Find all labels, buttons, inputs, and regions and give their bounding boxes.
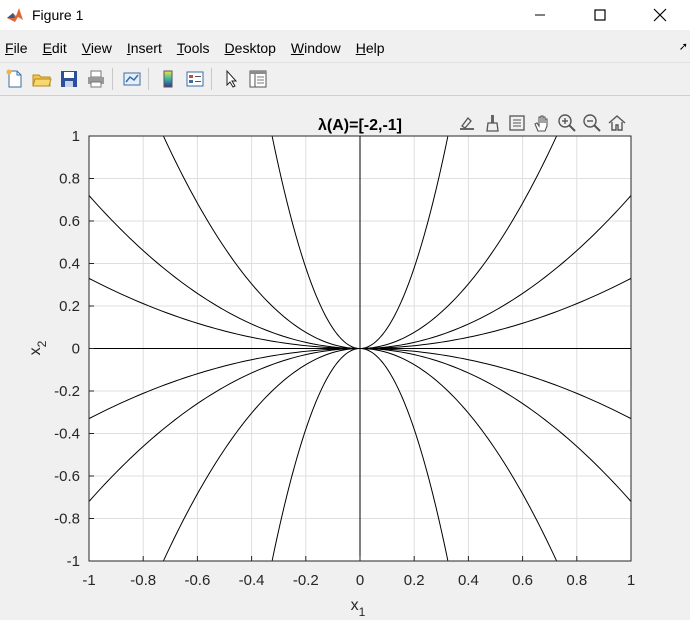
y-axis-label: x2 xyxy=(27,340,49,355)
home-icon xyxy=(608,115,626,131)
menu-tools[interactable]: Tools xyxy=(176,40,210,56)
x-tick-label: -0.8 xyxy=(130,572,156,589)
menu-edit[interactable]: Edit xyxy=(42,40,67,56)
trajectory-curve-9 xyxy=(271,347,449,561)
matlab-icon xyxy=(6,6,24,24)
new-figure-button[interactable] xyxy=(3,67,27,91)
axis-ticks: -1 -0.8 -0.6 -0.4 -0.2 0 0.2 0.4 0.6 0.8 1 -1 -0.8 -0… xyxy=(54,128,635,589)
x-tick-label: -1 xyxy=(82,572,95,589)
link-plot-icon xyxy=(123,72,141,86)
menu-window[interactable]: Window xyxy=(290,40,341,56)
data-tips-icon xyxy=(509,115,525,131)
menu-desktop[interactable]: Desktop xyxy=(224,40,276,56)
close-button[interactable] xyxy=(630,0,690,30)
toolbar-separator xyxy=(112,68,113,90)
x-tick-label: 1 xyxy=(627,572,635,589)
x-axis-label: x1 xyxy=(351,597,366,619)
menu-view[interactable]: View xyxy=(81,40,112,56)
link-plot-button[interactable] xyxy=(120,67,144,91)
close-icon xyxy=(653,8,667,22)
colorbar-icon xyxy=(163,70,173,88)
print-button[interactable] xyxy=(84,67,108,91)
edit-plot-icon xyxy=(226,69,238,88)
x-tick-label: 0 xyxy=(356,572,364,589)
save-button[interactable] xyxy=(57,67,81,91)
window-title: Figure 1 xyxy=(32,7,84,23)
data-tips-button[interactable] xyxy=(505,112,529,134)
y-tick-label: -0.6 xyxy=(54,468,80,485)
zoom-in-icon xyxy=(558,114,576,132)
export-icon xyxy=(460,117,474,130)
y-tick-label: -1 xyxy=(67,553,80,570)
x-tick-label: 0.4 xyxy=(458,572,479,589)
maximize-icon xyxy=(594,9,606,21)
open-file-button[interactable] xyxy=(30,67,54,91)
x-tick-label: 0.6 xyxy=(512,572,533,589)
zoom-out-button[interactable] xyxy=(580,112,604,134)
y-tick-label: 0 xyxy=(72,341,80,358)
print-icon xyxy=(88,70,104,88)
y-tick-label: 0.2 xyxy=(59,298,80,315)
save-icon xyxy=(61,71,77,87)
zoom-out-icon xyxy=(583,114,601,132)
figure-toolbar xyxy=(0,62,690,96)
pan-button[interactable] xyxy=(530,112,554,134)
y-tick-label: 0.4 xyxy=(59,256,80,273)
x-tick-label: 0.2 xyxy=(404,572,425,589)
y-axis-label-main: x xyxy=(27,347,44,355)
brush-button[interactable] xyxy=(480,112,504,134)
x-tick-label: 0.8 xyxy=(566,572,587,589)
new-figure-icon xyxy=(6,69,22,88)
legend-button[interactable] xyxy=(183,67,207,91)
pan-icon xyxy=(534,115,548,132)
y-tick-label: 0.8 xyxy=(59,171,80,188)
title-bar: Figure 1 xyxy=(0,0,690,30)
chart-title: λ(A)=[-2,-1] xyxy=(318,117,402,134)
minimize-button[interactable] xyxy=(510,0,570,30)
legend-icon xyxy=(186,71,204,87)
x-tick-label: -0.4 xyxy=(239,572,265,589)
y-tick-label: -0.2 xyxy=(54,383,80,400)
x-axis-label-subscript: 1 xyxy=(359,605,366,619)
y-tick-label: 1 xyxy=(72,128,80,145)
y-tick-label: -0.4 xyxy=(54,426,80,443)
toolbar-separator xyxy=(211,68,212,90)
maximize-button[interactable] xyxy=(570,0,630,30)
curves xyxy=(88,136,632,561)
x-axis-label-main: x xyxy=(351,597,359,614)
colorbar-button[interactable] xyxy=(156,67,180,91)
menu-bar: File Edit View Insert Tools Desktop Wind… xyxy=(0,36,690,60)
y-tick-label: -0.8 xyxy=(54,511,80,528)
menu-help[interactable]: Help xyxy=(355,40,385,56)
edit-plot-button[interactable] xyxy=(219,67,243,91)
menu-file[interactable]: File xyxy=(5,40,28,56)
y-tick-label: 0.6 xyxy=(59,213,80,230)
property-inspector-button[interactable] xyxy=(246,67,270,91)
y-axis-label-subscript: 2 xyxy=(35,340,49,347)
x-tick-label: -0.2 xyxy=(293,572,319,589)
toolbar-separator xyxy=(148,68,149,90)
axes-toolbar xyxy=(455,112,630,134)
export-button[interactable] xyxy=(455,112,479,134)
brush-icon xyxy=(486,115,499,132)
open-file-icon xyxy=(32,74,52,87)
menu-overflow-arrow-icon[interactable]: ➚ xyxy=(678,41,688,53)
home-button[interactable] xyxy=(605,112,629,134)
minimize-icon xyxy=(535,14,545,16)
menu-insert[interactable]: Insert xyxy=(126,40,162,56)
property-inspector-icon xyxy=(249,70,267,88)
zoom-in-button[interactable] xyxy=(555,112,579,134)
x-tick-label: -0.6 xyxy=(184,572,210,589)
